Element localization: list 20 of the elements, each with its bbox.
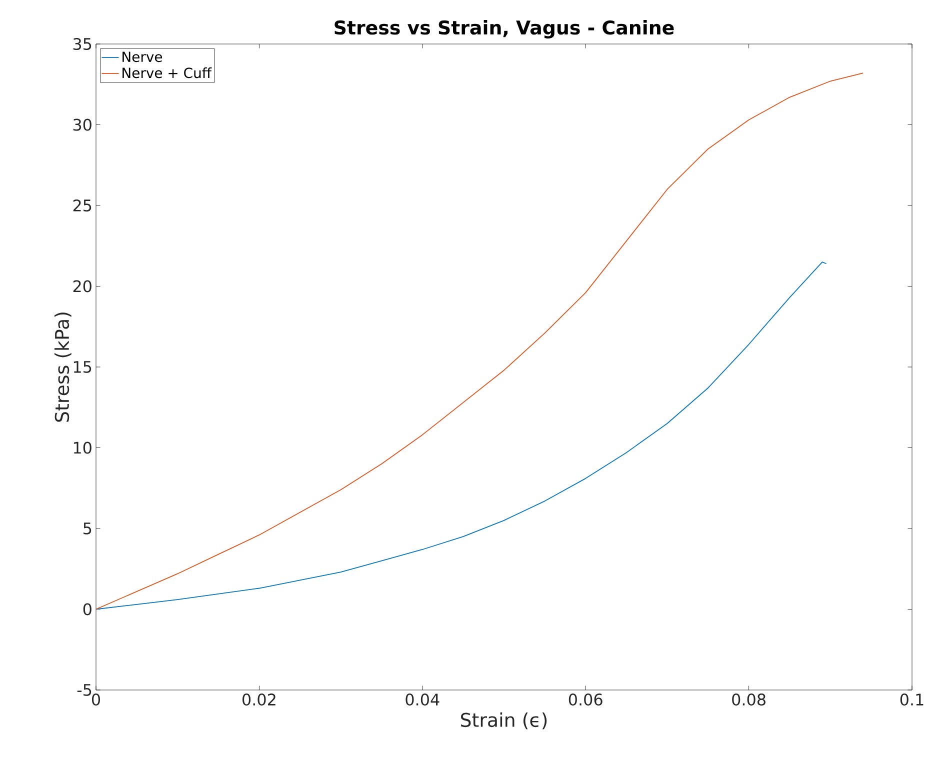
legend-label: Nerve + Cuff <box>122 67 212 78</box>
x-tick-label: 0.1 <box>900 694 924 706</box>
y-tick-label: 25 <box>73 199 92 212</box>
x-tick-label: 0.08 <box>732 694 766 706</box>
y-tick-label: 30 <box>73 118 92 131</box>
chart-title: Stress vs Strain, Vagus - Canine <box>334 20 674 38</box>
x-tick-label: 0.06 <box>568 694 602 706</box>
y-tick-label: -5 <box>77 684 92 696</box>
y-tick-label: 10 <box>74 442 92 454</box>
y-tick-label: 5 <box>84 522 92 534</box>
y-tick-label: 20 <box>73 280 92 292</box>
y-tick-label: 15 <box>74 361 92 373</box>
x-tick-label: 0.04 <box>406 694 440 706</box>
y-tick-label: 0 <box>83 603 92 616</box>
x-axis-title: Strain (ϵ) <box>461 712 547 730</box>
y-tick-label: 35 <box>73 38 92 50</box>
legend-label: Nerve <box>122 52 162 62</box>
x-tick-label: 0 <box>92 694 100 706</box>
x-tick-label: 0.02 <box>242 694 276 706</box>
y-axis-title: Stress (kPa) <box>54 312 72 422</box>
